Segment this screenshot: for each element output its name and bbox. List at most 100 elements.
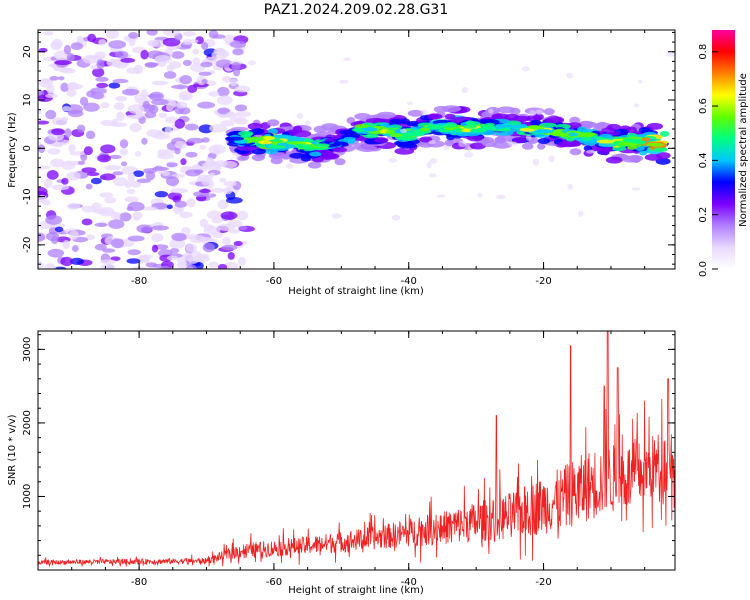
spectrogram-cell [185, 169, 201, 177]
spectrogram-cell [46, 84, 55, 94]
colorbar-tick-label: 0.8 [698, 44, 709, 60]
spectrogram-cell [51, 38, 63, 49]
spectrogram-cell [211, 217, 223, 224]
spectrogram-cell [38, 260, 44, 269]
spectrogram-cell [158, 112, 168, 119]
spectrogram-cell [49, 158, 65, 168]
spectrogram-cell [572, 140, 582, 147]
spectrogram-cell [140, 49, 149, 60]
spectrogram-cell [174, 200, 188, 208]
spectrogram-y-label: Frequency (Hz) [7, 112, 18, 188]
spectrogram-cell [120, 57, 136, 63]
spectrogram-cell [293, 143, 307, 148]
spectrogram-cell [61, 177, 69, 185]
spectrogram-cell [251, 148, 267, 155]
spectrogram-cell [91, 92, 104, 100]
spectrogram-cell [115, 95, 127, 102]
spectrogram-cell [223, 180, 237, 187]
spectrogram-cell [76, 124, 86, 133]
spectrogram-cell [166, 162, 178, 168]
spectrogram-cell [127, 201, 145, 212]
spectrogram-cell [235, 111, 252, 118]
spectrogram-cell [166, 255, 178, 261]
spectrogram-cell [148, 104, 159, 114]
spectrogram-cell [108, 219, 125, 229]
spectrogram-cell [346, 116, 356, 124]
spectrogram-cell [46, 170, 59, 180]
spectrogram-cell [537, 137, 551, 144]
spectrogram-cell [229, 228, 240, 234]
spectrogram-cell [208, 261, 219, 268]
spectrogram-cell [99, 192, 114, 198]
spectrogram-cell [68, 109, 84, 118]
snr-frame [37, 330, 676, 571]
spectrogram-cell [60, 82, 69, 93]
spectrogram-cell [219, 177, 227, 183]
spectrogram-cell [162, 37, 181, 47]
spectrogram-cell [97, 154, 111, 163]
spectrogram-cell [225, 136, 245, 141]
spectrogram-cell [129, 123, 142, 133]
spectrogram-cell [92, 67, 105, 78]
spectrogram-cell [338, 79, 349, 84]
spectrogram-cell [216, 95, 233, 106]
spectrogram-cell [99, 259, 117, 265]
spectrogram-cell [444, 139, 454, 147]
spectrogram-cell [201, 175, 211, 186]
spectrogram-cell [87, 33, 97, 43]
spectrogram-cell [284, 144, 297, 149]
spectrogram-cell [127, 172, 136, 183]
spectrogram-cell [622, 138, 635, 143]
spectrogram-cell [469, 128, 487, 133]
snr-area [38, 331, 675, 570]
spectrogram-cell [548, 155, 555, 163]
spectrogram-cell [533, 129, 554, 134]
spectrogram-cell [215, 59, 233, 69]
spectrogram-cell [174, 140, 187, 149]
spectrogram-cell [202, 242, 215, 253]
spectrogram-cell [307, 161, 322, 169]
spectrogram-cell [220, 211, 238, 220]
spectrogram-cell [428, 140, 436, 145]
spectrogram-cell [199, 144, 207, 150]
spectrogram-cell [94, 243, 107, 251]
spectrogram-cell [85, 130, 96, 140]
spectrogram-cell [85, 234, 96, 241]
spectrogram-cell [154, 191, 169, 198]
spectrogram-cell [170, 247, 180, 254]
spectrogram-cell [479, 119, 500, 125]
spectrogram-cell [507, 141, 518, 147]
spectrogram-cell [151, 166, 169, 171]
spectrogram-cell [205, 157, 215, 168]
spectrogram-cell [179, 74, 192, 85]
spectrogram-cell [100, 173, 116, 181]
spectrogram-cell [234, 85, 251, 93]
spectrogram-cell [38, 165, 52, 170]
spectrogram-cell [47, 148, 61, 155]
spectrogram-cell [285, 163, 294, 169]
spectrogram-cell [198, 124, 214, 134]
spectrogram-cell [199, 188, 212, 193]
figure-title: PAZ1.2024.209.02.28.G31 [264, 2, 449, 18]
spectrogram-cell [491, 141, 512, 149]
spectrogram-cell [119, 212, 132, 222]
x-tick-label: -20 [535, 276, 551, 287]
spectrogram-cell [596, 121, 608, 129]
spectrogram-cell [72, 244, 79, 252]
spectrogram-cell [69, 229, 79, 240]
spectrogram-cell [513, 137, 526, 144]
spectrogram-cell [189, 235, 207, 244]
spectrogram-cell [45, 93, 59, 98]
spectrogram-cell [464, 151, 474, 158]
spectrogram-cell [237, 256, 246, 267]
spectrogram-cell [100, 144, 116, 154]
spectrogram-cell [529, 125, 541, 130]
spectrogram-cell [343, 57, 351, 61]
colorbar-tick-label: 0.0 [698, 261, 709, 277]
spectrogram-cell [126, 188, 136, 195]
spectrogram-cell [110, 122, 128, 128]
spectrogram-cell [507, 124, 527, 129]
spectrogram-cell [234, 104, 248, 112]
spectrogram-cell [267, 119, 280, 127]
spectrogram-cell [353, 128, 363, 133]
